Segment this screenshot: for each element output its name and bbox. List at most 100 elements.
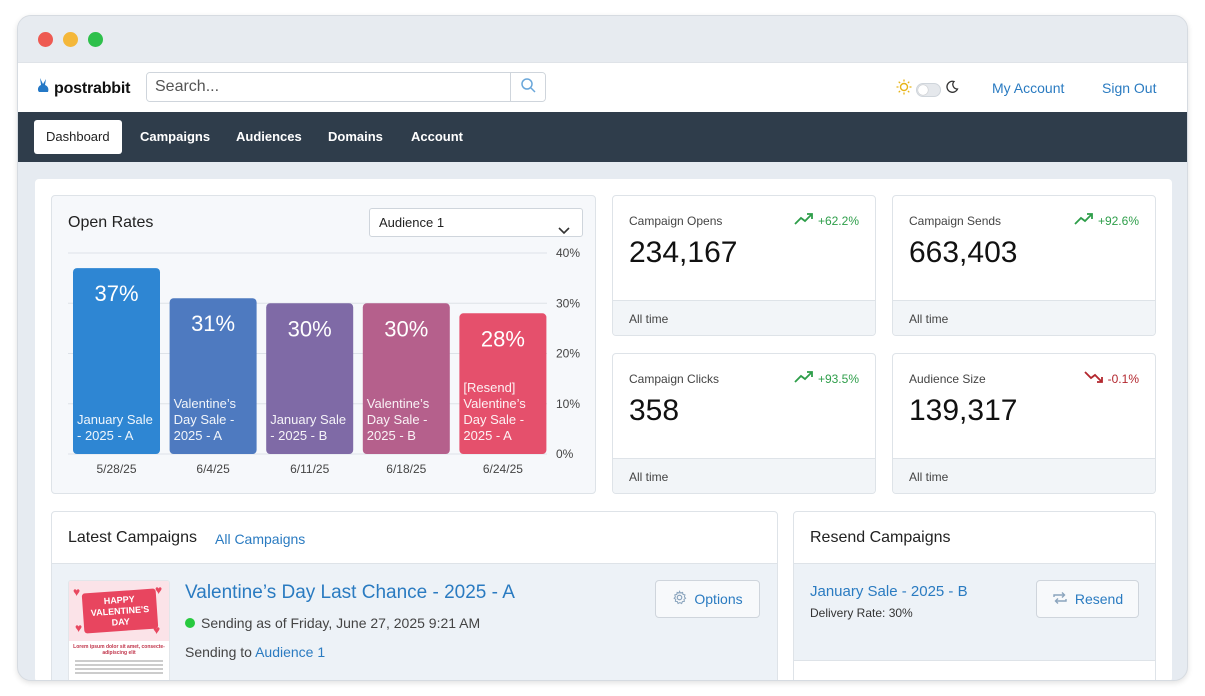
stat-value: 358 <box>629 394 680 427</box>
stat-trend: -0.1% <box>1084 371 1139 386</box>
x-tick-label: 6/4/25 <box>196 462 230 476</box>
stat-label: Audience Size <box>909 372 986 386</box>
heart-icon: ♥ <box>155 583 163 597</box>
audience-link[interactable]: Audience 1 <box>255 644 326 660</box>
close-window-button[interactable] <box>38 32 53 47</box>
latest-campaigns-header: Latest Campaigns All Campaigns <box>52 512 777 564</box>
nav-dashboard[interactable]: Dashboard <box>34 120 122 154</box>
search-input[interactable] <box>147 73 510 101</box>
y-tick-label: 10% <box>556 397 580 411</box>
stat-value: 663,403 <box>909 236 1018 269</box>
moon-icon <box>945 80 959 99</box>
minimize-window-button[interactable] <box>63 32 78 47</box>
bar[interactable] <box>266 303 354 454</box>
trend-up-icon <box>1074 213 1094 228</box>
browser-window: postrabbit My Account Sign Out Dashboard… <box>17 15 1188 681</box>
stat-value: 234,167 <box>629 236 738 269</box>
campaign-recipient: Sending to Audience 1 <box>185 644 325 660</box>
trend-down-icon <box>1084 371 1104 386</box>
theme-switcher[interactable] <box>896 79 959 100</box>
latest-campaigns-title: Latest Campaigns <box>68 529 197 546</box>
resend-button[interactable]: Resend <box>1036 580 1139 618</box>
audience-select[interactable]: Audience 1 <box>369 208 583 237</box>
bar[interactable] <box>73 268 160 454</box>
sun-icon <box>896 79 912 100</box>
thumbnail-header: ♥ ♥ ♥ ♥ HAPPY VALENTINE'S DAY <box>69 581 169 641</box>
status-dot-icon <box>185 618 195 628</box>
y-tick-label: 30% <box>556 296 580 310</box>
divider <box>794 660 1155 661</box>
gear-icon <box>672 590 687 608</box>
x-tick-label: 6/11/25 <box>290 462 329 476</box>
my-account-link[interactable]: My Account <box>992 80 1065 96</box>
bar-value-label: 30% <box>384 316 428 341</box>
bar[interactable] <box>459 313 547 454</box>
search-button[interactable] <box>510 73 545 101</box>
resend-list-item <box>794 661 1155 680</box>
stat-label: Campaign Clicks <box>629 372 720 386</box>
open-rates-card: 40% 30% 20% 10% 0% 37% January Sale - 2025 - A 5… <box>51 195 596 494</box>
nav-account[interactable]: Account <box>411 129 463 144</box>
y-tick-label: 40% <box>556 246 580 260</box>
stat-footer: All time <box>893 458 1155 493</box>
bar-value-label: 37% <box>94 281 138 306</box>
open-rates-title: Open Rates <box>68 214 154 231</box>
stat-trend-value: -0.1% <box>1107 371 1139 386</box>
stat-trend: +92.6% <box>1074 213 1139 228</box>
all-campaigns-link[interactable]: All Campaigns <box>215 531 306 547</box>
theme-toggle[interactable] <box>916 82 941 97</box>
resend-campaigns-title: Resend Campaigns <box>810 529 951 546</box>
sign-out-link[interactable]: Sign Out <box>1102 80 1157 96</box>
dashboard-content: 40% 30% 20% 10% 0% 37% January Sale - 2025 - A 5… <box>35 179 1172 680</box>
maximize-window-button[interactable] <box>88 32 103 47</box>
bar-value-label: 30% <box>288 316 332 341</box>
brand-name: postrabbit <box>54 79 131 97</box>
bar[interactable] <box>169 298 257 454</box>
open-rates-chart: 40% 30% 20% 10% 0% 37% January Sale - 2025 - A 5… <box>68 246 580 476</box>
repeat-icon <box>1052 591 1068 608</box>
bar-value-label: 28% <box>481 326 525 351</box>
stat-trend: +62.2% <box>794 213 859 228</box>
nav-audiences[interactable]: Audiences <box>236 129 302 144</box>
bar[interactable] <box>362 303 450 454</box>
main-nav: Dashboard Campaigns Audiences Domains Ac… <box>18 112 1187 162</box>
bar-label: [Resend] Valentine’s Day Sale -2025 - A <box>463 380 526 443</box>
y-tick-label: 20% <box>556 347 580 361</box>
app-header: postrabbit My Account Sign Out <box>18 62 1187 112</box>
bar-value-label: 31% <box>191 311 235 336</box>
resend-campaigns-header: Resend Campaigns <box>794 512 1155 564</box>
thumbnail-body-lines <box>69 656 169 678</box>
campaign-thumbnail[interactable]: ♥ ♥ ♥ ♥ HAPPY VALENTINE'S DAY Lorem ipsu… <box>68 580 170 680</box>
stat-trend: +93.5% <box>794 371 859 386</box>
stat-footer: All time <box>613 458 875 493</box>
stat-label: Campaign Sends <box>909 214 1002 228</box>
nav-campaigns[interactable]: Campaigns <box>140 129 211 144</box>
thumbnail-caption: Lorem ipsum dolor sit amet, consecte- ad… <box>73 644 165 656</box>
x-tick-label: 6/24/25 <box>483 462 523 476</box>
resend-list: January Sale - 2025 - B Delivery Rate: 3… <box>794 564 1155 680</box>
resend-campaigns-card: Resend Campaigns January Sale - 2025 - B… <box>793 511 1156 680</box>
resend-item-rate: Delivery Rate: 30% <box>810 606 913 620</box>
latest-campaigns-card: Latest Campaigns All Campaigns ♥ ♥ ♥ ♥ H… <box>51 511 778 680</box>
stat-value: 139,317 <box>909 394 1018 427</box>
bar-label: January Sale - 2025 - B <box>270 412 346 443</box>
bar-label: Valentine’s Day Sale -2025 - B <box>367 396 430 443</box>
stat-footer: All time <box>613 300 875 335</box>
stat-trend-value: +92.6% <box>1097 213 1139 228</box>
heart-icon: ♥ <box>75 621 83 635</box>
campaign-title-link[interactable]: Valentine’s Day Last Chance - 2025 - A <box>185 582 515 603</box>
options-button[interactable]: Options <box>655 580 760 618</box>
resend-item-title-link[interactable]: January Sale - 2025 - B <box>810 583 968 600</box>
stat-card-audience-size: Audience Size -0.1% 139,317 All time <box>892 353 1156 494</box>
brand-logo[interactable]: postrabbit <box>36 77 130 100</box>
trend-up-icon <box>794 213 814 228</box>
campaign-row: ♥ ♥ ♥ ♥ HAPPY VALENTINE'S DAY Lorem ipsu… <box>52 564 777 680</box>
trend-up-icon <box>794 371 814 386</box>
heart-icon: ♥ <box>153 623 161 637</box>
chevron-down-icon <box>558 217 570 244</box>
stat-trend-value: +62.2% <box>817 213 859 228</box>
x-tick-label: 6/18/25 <box>386 462 426 476</box>
audience-select-value: Audience 1 <box>379 215 445 230</box>
nav-domains[interactable]: Domains <box>328 129 383 144</box>
search-icon <box>520 77 536 98</box>
